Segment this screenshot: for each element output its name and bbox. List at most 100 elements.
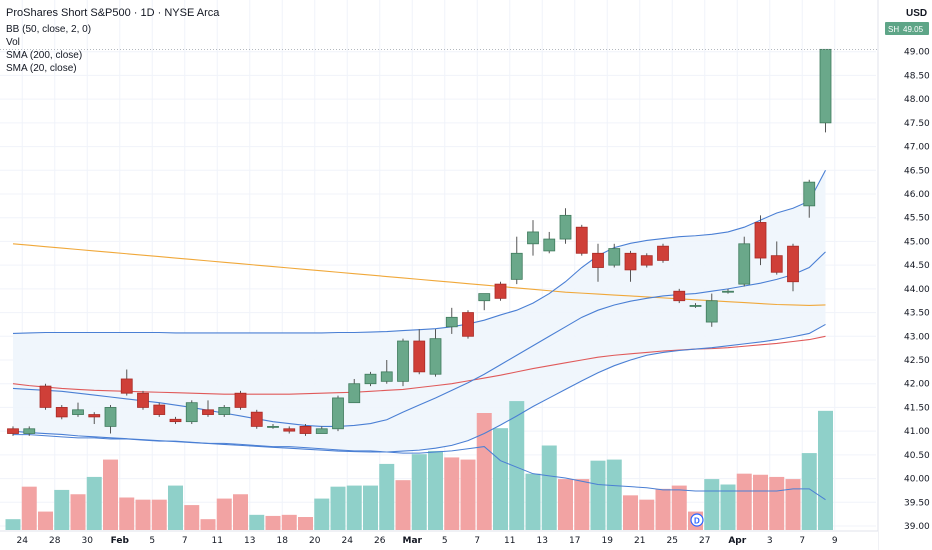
candle: [803, 179, 816, 218]
candle: [559, 208, 572, 244]
y-tick-label: 47.00: [904, 143, 930, 153]
bollinger-band-fill: [13, 170, 826, 453]
candle: [462, 310, 474, 339]
volume-bar: [671, 485, 687, 530]
volume-bar: [704, 479, 720, 530]
x-tick-label: Mar: [403, 536, 423, 546]
candle-body: [120, 378, 133, 394]
indicator-sma20[interactable]: SMA (20, close): [6, 63, 77, 74]
candle: [315, 426, 328, 434]
candle: [88, 412, 101, 425]
candle-body: [738, 243, 751, 285]
volume-bar: [70, 494, 86, 530]
y-tick-label: 45.00: [904, 237, 930, 247]
indicator-bb[interactable]: BB (50, close, 2, 0): [6, 24, 91, 35]
candle: [543, 231, 556, 254]
volume-bar: [54, 489, 70, 530]
y-tick-label: 42.00: [904, 380, 930, 390]
indicator-sma200[interactable]: SMA (200, close): [6, 50, 82, 61]
currency-label[interactable]: USD: [906, 8, 927, 19]
x-tick-label: 7: [799, 536, 805, 546]
volume-bar: [249, 514, 265, 530]
volume-bar: [135, 499, 151, 530]
price-tag-symbol: SH: [888, 25, 899, 34]
x-tick-label: 25: [667, 536, 678, 546]
x-tick-label: 20: [309, 536, 321, 546]
candle-body: [364, 373, 377, 385]
y-tick-label: 40.00: [904, 475, 930, 485]
volume-bar: [346, 485, 362, 530]
bb-lower-line: [12, 323, 826, 453]
candle: [202, 400, 214, 417]
candle: [348, 378, 361, 404]
volume-bar: [623, 495, 638, 530]
candle-body: [608, 248, 621, 266]
candle: [754, 215, 767, 266]
candle: [624, 250, 637, 282]
candle: [7, 426, 19, 436]
candle-body: [787, 245, 799, 283]
candle-body: [315, 428, 328, 434]
dividend-icon[interactable]: [690, 513, 704, 527]
candle-body: [88, 414, 101, 418]
last-price-tag: SH 49.05: [885, 22, 929, 35]
indicator-vol[interactable]: Vol: [6, 37, 20, 48]
x-tick-label: Feb: [111, 536, 130, 546]
x-tick-label: 3: [767, 536, 773, 546]
candle-body: [770, 255, 783, 273]
candle-body: [575, 226, 588, 254]
volume-bar: [314, 498, 330, 530]
y-tick-label: 46.00: [904, 190, 930, 200]
candles: [7, 48, 832, 436]
candle: [445, 307, 458, 334]
bollinger-band-area: [13, 170, 826, 453]
y-tick-label: 45.50: [904, 214, 930, 224]
candle: [738, 236, 751, 287]
candle-body: [657, 245, 669, 261]
candle-body: [153, 404, 166, 415]
volume-bar: [168, 485, 183, 530]
sma200-line: [12, 243, 826, 307]
candle: [494, 281, 507, 301]
volume-bar: [38, 511, 53, 530]
volume-bar: [281, 514, 297, 530]
volume-bar: [525, 473, 541, 530]
candle: [527, 220, 539, 256]
candle-body: [348, 383, 361, 404]
volume-bar: [86, 476, 102, 530]
candle: [819, 48, 832, 133]
candle-body: [624, 252, 637, 271]
x-tick-label: 9: [832, 536, 838, 546]
x-tick-label: 28: [49, 536, 61, 546]
candle-body: [445, 316, 458, 328]
volume-bar: [5, 519, 21, 530]
candle-body: [689, 305, 702, 307]
candle: [267, 424, 279, 429]
y-tick-label: 46.50: [904, 166, 930, 176]
candle: [55, 405, 68, 420]
x-tick-label: 13: [537, 536, 548, 546]
y-tick-label: 41.00: [904, 427, 930, 437]
price-tag-value: 49.05: [903, 25, 924, 34]
candle: [299, 424, 312, 436]
candle: [657, 243, 669, 263]
candle: [137, 390, 149, 410]
candle: [510, 236, 523, 285]
candle-body: [332, 397, 344, 430]
volume-bar: [395, 480, 411, 530]
candle: [413, 329, 426, 375]
volume-bar: [493, 428, 508, 530]
x-axis-bg: [0, 531, 878, 550]
volume-bar: [119, 497, 135, 530]
candle-body: [104, 407, 117, 427]
candle: [787, 243, 799, 292]
candle-body: [234, 392, 247, 408]
x-tick-label: 7: [474, 536, 480, 546]
volume-bar: [103, 459, 118, 530]
x-tick-label: 7: [182, 536, 188, 546]
volume-bar: [363, 485, 378, 530]
dividend-marker[interactable]: D: [690, 513, 704, 527]
x-tick-label: 27: [699, 536, 710, 546]
